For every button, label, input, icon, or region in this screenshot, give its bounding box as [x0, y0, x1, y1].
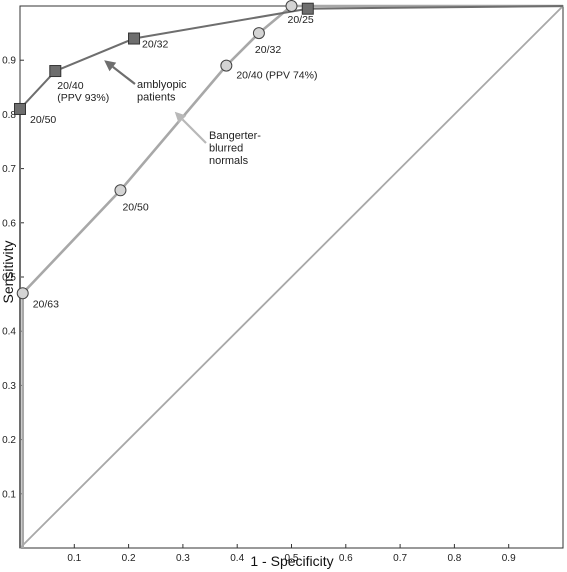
- square-marker: [49, 65, 62, 78]
- point-label: 20/40 (PPV 74%): [236, 70, 317, 82]
- square-marker: [128, 32, 141, 45]
- square-marker: [301, 2, 314, 15]
- y-tick-label: 0.3: [2, 381, 16, 392]
- annotation-text: Bangerter-blurred normals: [209, 130, 261, 167]
- series-line-amblyopic: [19, 5, 564, 548]
- y-tick-label: 0.7: [2, 164, 16, 175]
- y-tick-label: 0.5: [2, 273, 16, 284]
- annotation-arrow-head: [104, 60, 117, 72]
- annotation-arrow-shaft: [112, 66, 136, 85]
- point-label: 20/40 (PPV 93%): [57, 80, 109, 104]
- y-tick-label: 0.1: [2, 489, 16, 500]
- chance-diagonal-group: [19, 5, 564, 549]
- x-tick-label: 0.4: [230, 553, 244, 564]
- chance-diagonal-line: [19, 5, 564, 549]
- square-marker: [14, 102, 26, 115]
- x-axis-label: 1 - Specificity: [250, 553, 333, 569]
- point-label: 20/50: [122, 201, 148, 213]
- y-tick-label: 0.4: [2, 327, 16, 338]
- x-tick-label: 0.5: [285, 553, 299, 564]
- x-tick-label: 0.7: [393, 553, 407, 564]
- point-label: 20/25: [288, 14, 314, 26]
- x-tick-label: 0.9: [502, 553, 516, 564]
- annotations-group: amblyopic patients Bangerter-blurred normal…: [104, 60, 261, 167]
- circle-marker: [285, 0, 298, 12]
- x-tick-label: 0.3: [176, 553, 190, 564]
- annotation-text: amblyopic patients: [137, 79, 187, 104]
- y-tick-label: 0.6: [2, 218, 16, 229]
- y-tick-label: 0.2: [2, 435, 16, 446]
- x-tick-label: 0.2: [122, 553, 136, 564]
- circle-marker: [220, 59, 233, 72]
- point-label: 20/32: [255, 44, 281, 56]
- point-label: 20/63: [33, 298, 59, 310]
- annotation-arrow-shaft: [181, 118, 207, 144]
- annotation-arrow-head: [174, 111, 187, 124]
- y-tick-label: 0.8: [2, 110, 16, 121]
- series-group: [14, 0, 564, 548]
- x-tick-label: 0.1: [67, 553, 81, 564]
- x-tick-label: 0.8: [447, 553, 461, 564]
- point-labels-group: 20/63 20/50 20/40 (PPV 74%) 20/32 20/25 20/50…: [30, 14, 317, 310]
- circle-marker: [114, 184, 127, 197]
- y-axis-label: Sensitivity: [0, 240, 16, 303]
- circle-marker: [16, 287, 29, 300]
- y-tick-label: 0.9: [2, 56, 16, 67]
- x-tick-label: 0.6: [339, 553, 353, 564]
- point-label: 20/50: [30, 114, 56, 126]
- point-label: 20/32: [142, 39, 168, 51]
- circle-marker: [252, 27, 265, 40]
